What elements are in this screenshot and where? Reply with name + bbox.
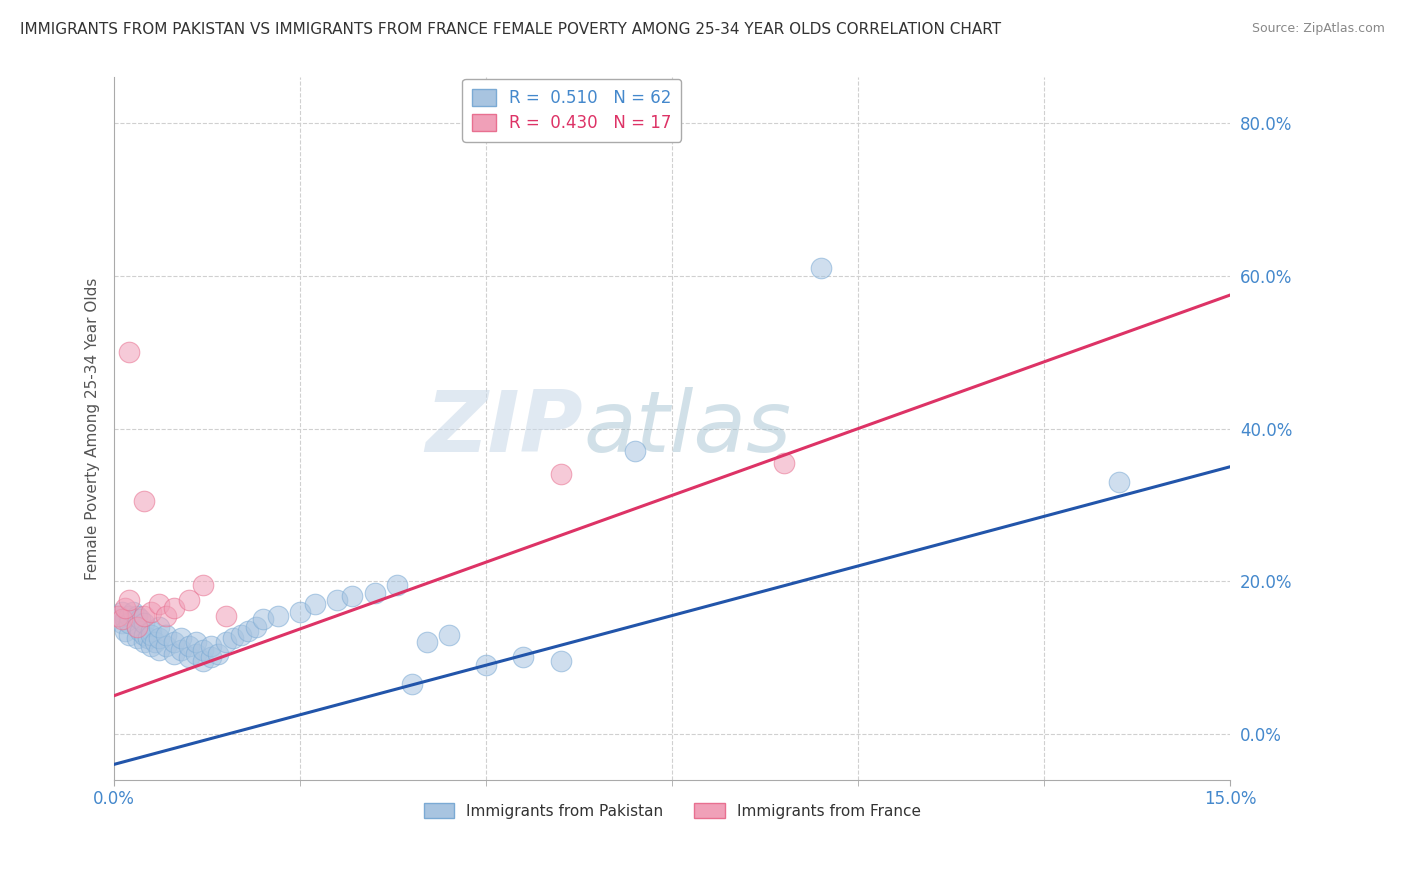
Point — [229, 627, 252, 641]
Point — [550, 467, 572, 482]
Point — [125, 608, 148, 623]
Point — [215, 635, 238, 649]
Point — [141, 627, 163, 641]
Point — [141, 605, 163, 619]
Point — [624, 444, 647, 458]
Point — [267, 608, 290, 623]
Point — [773, 456, 796, 470]
Point — [111, 612, 134, 626]
Point — [415, 635, 437, 649]
Point — [200, 650, 222, 665]
Point — [170, 632, 193, 646]
Point — [170, 643, 193, 657]
Point — [163, 635, 186, 649]
Point — [111, 616, 134, 631]
Point — [155, 639, 177, 653]
Point — [401, 677, 423, 691]
Point — [437, 627, 460, 641]
Point — [148, 597, 170, 611]
Point — [236, 624, 259, 638]
Point — [132, 494, 155, 508]
Point — [118, 616, 141, 631]
Point — [155, 627, 177, 641]
Point — [177, 593, 200, 607]
Point — [207, 647, 229, 661]
Text: ZIP: ZIP — [426, 387, 583, 470]
Point — [184, 647, 207, 661]
Point — [129, 612, 152, 626]
Point — [107, 608, 129, 623]
Point — [148, 643, 170, 657]
Point — [193, 643, 215, 657]
Point — [125, 620, 148, 634]
Point — [118, 627, 141, 641]
Text: IMMIGRANTS FROM PAKISTAN VS IMMIGRANTS FROM FRANCE FEMALE POVERTY AMONG 25-34 YE: IMMIGRANTS FROM PAKISTAN VS IMMIGRANTS F… — [20, 22, 1001, 37]
Point — [385, 578, 408, 592]
Point — [184, 635, 207, 649]
Point — [125, 620, 148, 634]
Point — [118, 593, 141, 607]
Point — [252, 612, 274, 626]
Legend: Immigrants from Pakistan, Immigrants from France: Immigrants from Pakistan, Immigrants fro… — [418, 797, 927, 824]
Point — [118, 345, 141, 359]
Point — [215, 608, 238, 623]
Point — [1108, 475, 1130, 489]
Point — [304, 597, 326, 611]
Point — [114, 612, 136, 626]
Point — [177, 639, 200, 653]
Point — [143, 635, 166, 649]
Point — [290, 605, 312, 619]
Y-axis label: Female Poverty Among 25-34 Year Olds: Female Poverty Among 25-34 Year Olds — [86, 277, 100, 580]
Point — [121, 605, 143, 619]
Point — [111, 605, 134, 619]
Point — [155, 608, 177, 623]
Point — [512, 650, 534, 665]
Point — [107, 608, 129, 623]
Point — [193, 578, 215, 592]
Point — [245, 620, 267, 634]
Point — [132, 635, 155, 649]
Point — [810, 261, 832, 276]
Point — [475, 658, 498, 673]
Point — [148, 632, 170, 646]
Text: Source: ZipAtlas.com: Source: ZipAtlas.com — [1251, 22, 1385, 36]
Point — [177, 650, 200, 665]
Point — [222, 632, 245, 646]
Point — [363, 585, 385, 599]
Point — [118, 608, 141, 623]
Point — [193, 654, 215, 668]
Point — [148, 620, 170, 634]
Point — [342, 590, 364, 604]
Point — [141, 624, 163, 638]
Point — [163, 600, 186, 615]
Point — [550, 654, 572, 668]
Point — [114, 600, 136, 615]
Point — [136, 632, 159, 646]
Point — [132, 608, 155, 623]
Point — [200, 639, 222, 653]
Point — [141, 639, 163, 653]
Point — [132, 616, 155, 631]
Point — [132, 627, 155, 641]
Text: atlas: atlas — [583, 387, 792, 470]
Point — [125, 632, 148, 646]
Point — [114, 624, 136, 638]
Point — [163, 647, 186, 661]
Point — [326, 593, 349, 607]
Point — [129, 624, 152, 638]
